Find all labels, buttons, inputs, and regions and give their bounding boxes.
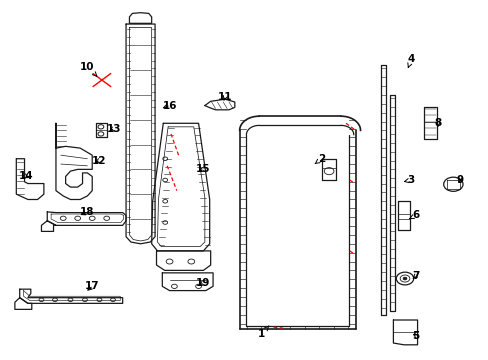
- Text: 2: 2: [315, 154, 325, 164]
- Text: 4: 4: [407, 54, 414, 68]
- Text: 18: 18: [80, 207, 95, 217]
- Text: 11: 11: [218, 92, 232, 102]
- Text: 19: 19: [196, 278, 210, 288]
- Text: 14: 14: [19, 171, 33, 181]
- Text: 13: 13: [106, 123, 121, 134]
- Text: 6: 6: [408, 211, 419, 220]
- Text: 10: 10: [80, 62, 97, 76]
- Circle shape: [402, 277, 406, 280]
- Text: 15: 15: [196, 165, 210, 174]
- Text: 9: 9: [455, 175, 462, 185]
- Text: 16: 16: [162, 100, 177, 111]
- Text: 3: 3: [404, 175, 414, 185]
- Text: 7: 7: [411, 271, 419, 281]
- Text: 1: 1: [257, 326, 268, 339]
- Text: 12: 12: [92, 156, 106, 166]
- Text: 17: 17: [85, 281, 100, 291]
- Text: 5: 5: [412, 331, 419, 341]
- Text: 8: 8: [433, 118, 441, 128]
